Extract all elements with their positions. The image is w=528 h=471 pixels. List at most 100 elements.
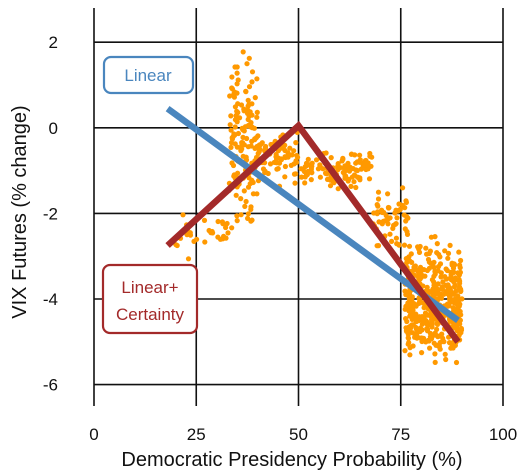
x-tick-label: 0 <box>89 425 98 444</box>
scatter-point <box>327 183 334 189</box>
scatter-point <box>432 359 438 365</box>
scatter-point <box>431 264 437 271</box>
scatter-point <box>429 318 435 324</box>
scatter-point <box>275 166 281 172</box>
scatter-point <box>215 234 221 240</box>
scatter-point <box>348 151 354 157</box>
scatter-point <box>202 239 208 245</box>
scatter-point <box>415 244 421 250</box>
scatter-point <box>238 212 244 218</box>
scatter-point <box>445 255 451 261</box>
scatter-point <box>413 326 420 332</box>
scatter-point <box>346 168 353 174</box>
scatter-point <box>227 122 233 128</box>
scatter-point <box>240 127 246 133</box>
scatter-point <box>249 217 255 223</box>
scatter-point <box>229 225 235 231</box>
scatter-point <box>456 249 462 255</box>
y-tick-label: 0 <box>49 119 58 138</box>
scatter-point <box>407 345 413 351</box>
scatter-point <box>235 170 241 176</box>
scatter-point <box>243 198 249 205</box>
scatter-point <box>281 143 287 149</box>
scatter-point <box>390 225 396 231</box>
scatter-point <box>423 245 429 251</box>
scatter-point <box>245 215 251 221</box>
scatter-point <box>223 235 229 241</box>
scatter-point <box>375 196 382 202</box>
scatter-point <box>323 150 329 156</box>
scatter-point <box>288 162 294 168</box>
scatter-point <box>421 316 427 322</box>
scatter-point <box>331 180 337 186</box>
scatter-point <box>234 218 240 224</box>
scatter-point <box>265 170 271 177</box>
scatter-point <box>406 308 412 314</box>
scatter-point <box>351 172 358 178</box>
scatter-point <box>437 261 444 267</box>
scatter-point <box>252 95 258 101</box>
scatter-point <box>427 330 433 336</box>
scatter-point <box>404 318 410 325</box>
scatter-point <box>358 166 364 172</box>
scatter-point <box>289 152 295 158</box>
scatter-point <box>267 161 274 167</box>
scatter-point <box>247 109 253 115</box>
legend-linear: Linear <box>102 55 195 95</box>
scatter-point <box>453 359 460 366</box>
scatter-point <box>375 189 382 195</box>
grid <box>93 8 504 406</box>
scatter-point <box>274 156 280 162</box>
scatter-point <box>441 291 447 297</box>
scatter-point <box>444 267 450 274</box>
scatter-point <box>411 267 417 273</box>
legend-linear-certainty-label-line2: Certainty <box>116 305 185 324</box>
scatter-point <box>452 296 458 302</box>
scatter-point <box>249 69 256 75</box>
scatter-point <box>353 184 359 191</box>
scatter-point <box>240 134 246 140</box>
scatter-point <box>366 163 372 169</box>
scatter-point <box>241 188 247 194</box>
scatter-point <box>404 229 410 235</box>
scatter-point <box>437 339 443 346</box>
scatter-point <box>437 254 443 260</box>
scatter-point <box>447 242 453 248</box>
scatter-point <box>438 274 444 280</box>
scatter-point <box>406 254 412 260</box>
scatter-point <box>425 312 431 318</box>
scatter-point <box>239 146 245 152</box>
scatter-point <box>227 93 233 99</box>
scatter-point <box>416 275 422 281</box>
scatter-point <box>317 174 323 180</box>
scatter-point <box>426 338 432 344</box>
scatter-point <box>424 284 430 290</box>
y-tick-label: -6 <box>43 376 58 395</box>
scatter-point <box>229 160 235 166</box>
scatter-point <box>287 145 293 151</box>
scatter-point <box>375 243 382 249</box>
x-tick-label: 50 <box>289 425 308 444</box>
scatter-point <box>357 152 363 158</box>
scatter-point <box>245 97 251 103</box>
scatter-point <box>407 352 413 358</box>
scatter-point <box>457 265 463 271</box>
scatter-point <box>442 248 448 254</box>
scatter-point <box>375 209 381 215</box>
scatter-point <box>419 267 425 273</box>
scatter-point <box>294 152 300 159</box>
scatter-point <box>248 206 254 212</box>
scatter-point <box>223 224 229 231</box>
scatter-point <box>455 309 461 315</box>
scatter-point <box>201 217 208 223</box>
scatter-point <box>341 166 348 172</box>
scatter-point <box>340 156 346 162</box>
scatter-point <box>456 276 462 283</box>
scatter-point <box>231 131 237 137</box>
scatter-point <box>241 108 247 114</box>
scatter-point <box>396 201 402 207</box>
scatter-point <box>254 114 260 120</box>
scatter-point <box>438 295 445 301</box>
y-tick-label: -2 <box>43 204 58 223</box>
scatter-point <box>445 282 451 288</box>
